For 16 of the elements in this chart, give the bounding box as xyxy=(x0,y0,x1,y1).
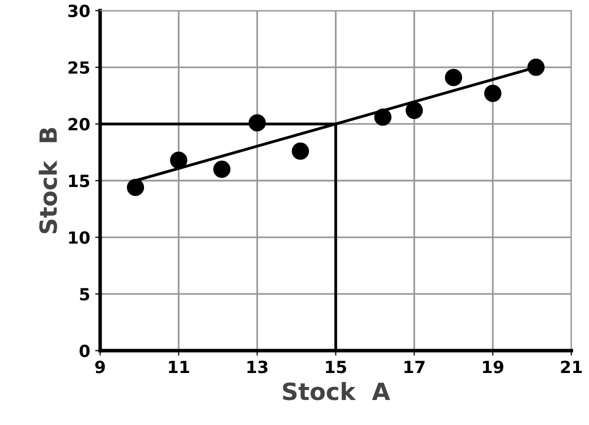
x-tick-label: 15 xyxy=(326,360,346,374)
x-tick-label: 17 xyxy=(404,360,425,374)
x-tick-label: 19 xyxy=(483,360,504,374)
y-tick-label: 10 xyxy=(69,231,90,244)
y-tick-label: 0 xyxy=(80,344,90,358)
y-tick-label: 15 xyxy=(69,174,90,188)
x-tick-label: 21 xyxy=(561,360,582,374)
x-tick-label: 9 xyxy=(95,360,105,374)
x-tick-label: 11 xyxy=(168,360,190,374)
y-axis-title: Stock B xyxy=(38,128,58,234)
x-tick-label: 13 xyxy=(247,360,268,374)
y-tick-label: 5 xyxy=(80,288,90,301)
y-tick-label: 20 xyxy=(68,118,90,131)
y-tick-label: 25 xyxy=(68,61,90,74)
x-axis-title: Stock A xyxy=(282,382,390,400)
y-tick-label: 30 xyxy=(68,4,90,18)
